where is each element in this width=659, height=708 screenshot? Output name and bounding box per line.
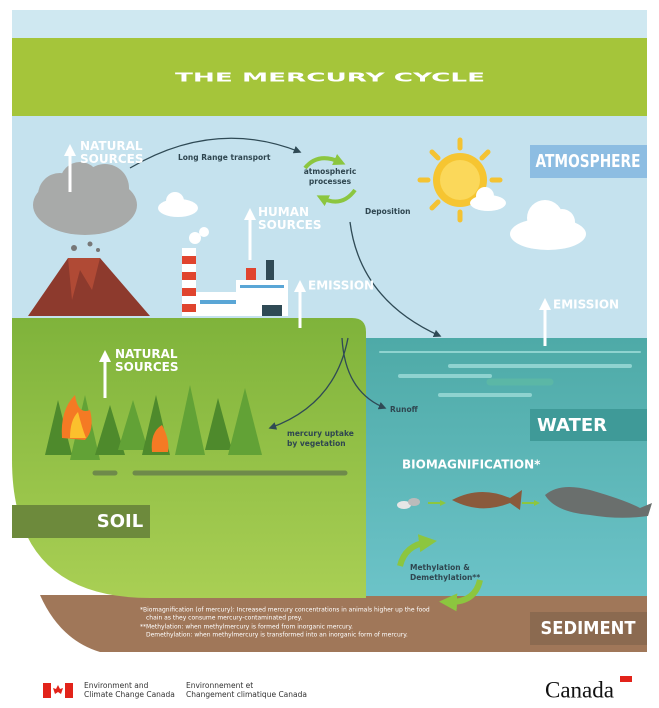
footnote: **Methylation: when methylmercury is for… [140,624,353,631]
label-line: Climate Change Canada [84,690,175,699]
emission-water: EMISSION [553,298,619,312]
label-line: processes [309,177,352,186]
long-range-label: Long Range transport [178,153,271,162]
label-line: NATURAL [80,139,143,153]
soil-label: SOIL [97,511,143,532]
label-line: Methylation & [410,563,470,572]
label-line: mercury uptake [287,429,354,438]
body: THE MERCURY CYCLE ATMOSPHERE WATER SOIL … [0,0,659,708]
water-label: WATER [537,415,607,436]
biomagnification-label: BIOMAGNIFICATION* [402,458,541,472]
deposition-label: Deposition [365,207,411,216]
label-line: SOURCES [115,360,178,374]
label-line: atmospheric [304,167,357,176]
methylation-label: Methylation &Demethylation** [410,563,480,582]
label-line: NATURAL [115,347,178,361]
label-line: SOURCES [80,152,143,166]
wordmark-flag [620,676,632,682]
label-line: SOURCES [258,218,321,232]
label-line: Environment and [84,681,149,690]
sediment-label: SEDIMENT [541,618,637,639]
footnote: Demethylation: when methylmercury is tra… [146,632,408,639]
canada-flag [43,683,73,698]
label-line: Demethylation** [410,573,480,582]
atmosphere-label: ATMOSPHERE [536,151,641,172]
title: THE MERCURY CYCLE [175,71,485,85]
label-line: by vegetation [287,439,346,448]
emission-land: EMISSION [308,279,374,293]
sky-top [12,10,647,40]
footnote: chain as they consume mercury-contaminat… [146,615,302,622]
label-line: HUMAN [258,205,309,219]
footnote: *Biomagnification (of mercury): Increase… [140,607,430,614]
page: The Mercury Cycle {"header": {"title": "… [0,0,659,708]
infographic: THE MERCURY CYCLE ATMOSPHERE WATER SOIL … [0,0,659,708]
soil [12,318,366,598]
label-line: Changement climatique Canada [186,690,307,699]
runoff-label: Runoff [390,405,419,414]
canada-wordmark: Canada [545,677,614,702]
label-line: Environnement et [186,681,253,690]
